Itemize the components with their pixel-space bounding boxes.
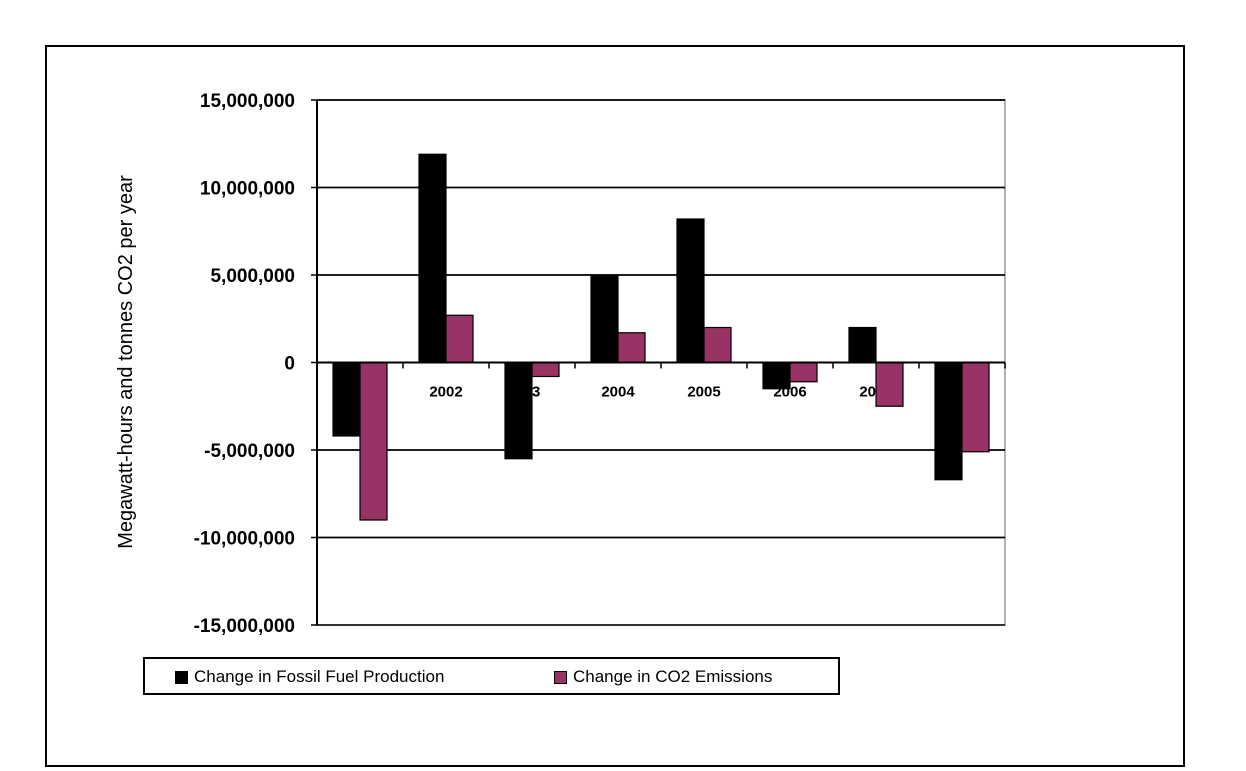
legend-item-co2: Change in CO2 Emissions [554, 667, 772, 687]
bar-co2-2006 [789, 361, 818, 383]
bar-co2-2002 [445, 314, 474, 364]
y-tick-label: 0 [284, 354, 295, 375]
chart-frame [45, 45, 1185, 767]
legend-item-fossil: Change in Fossil Fuel Production [175, 667, 444, 687]
axes [311, 99, 1006, 626]
y-tick-label: -10,000,000 [194, 529, 295, 550]
legend: Change in Fossil Fuel Production Change … [143, 657, 840, 695]
legend-swatch-fossil [175, 670, 188, 684]
bar-fossil-2002 [418, 153, 447, 364]
bar-fossil-2004 [590, 274, 619, 364]
bar-fossil-2006 [762, 361, 791, 390]
bar-co2-2005 [703, 326, 732, 364]
legend-label-co2: Change in CO2 Emissions [573, 667, 773, 686]
y-tick-label: 10,000,000 [200, 179, 295, 200]
bar-fossil-2005 [676, 218, 705, 364]
bar-co2-2003 [531, 361, 560, 378]
y-tick-label: -15,000,000 [194, 616, 295, 637]
bars [332, 153, 990, 521]
category-label-2005: 2005 [687, 384, 720, 401]
legend-label-fossil: Change in Fossil Fuel Production [194, 667, 445, 686]
bar-fossil-2008 [934, 361, 963, 481]
y-tick-label: 15,000,000 [200, 91, 295, 112]
category-label-2004: 2004 [601, 384, 635, 401]
legend-swatch-co2 [554, 670, 567, 684]
category-label-2002: 2002 [429, 384, 462, 401]
y-tick-labels: 15,000,000 10,000,000 5,000,000 0 -5,000,000… [194, 91, 295, 637]
bar-fossil-2001 [332, 361, 361, 437]
bar-co2-2008 [961, 361, 990, 453]
y-tick-label: -5,000,000 [204, 441, 295, 462]
bar-co2-2004 [617, 332, 646, 364]
bar-co2-2001 [359, 361, 388, 521]
bar-co2-2007 [875, 361, 904, 407]
bar-fossil-2007 [848, 326, 877, 364]
bar-fossil-2003 [504, 361, 533, 460]
y-axis-title: Megawatt-hours and tonnes CO2 per year [115, 175, 137, 549]
y-tick-label: 5,000,000 [210, 266, 295, 287]
